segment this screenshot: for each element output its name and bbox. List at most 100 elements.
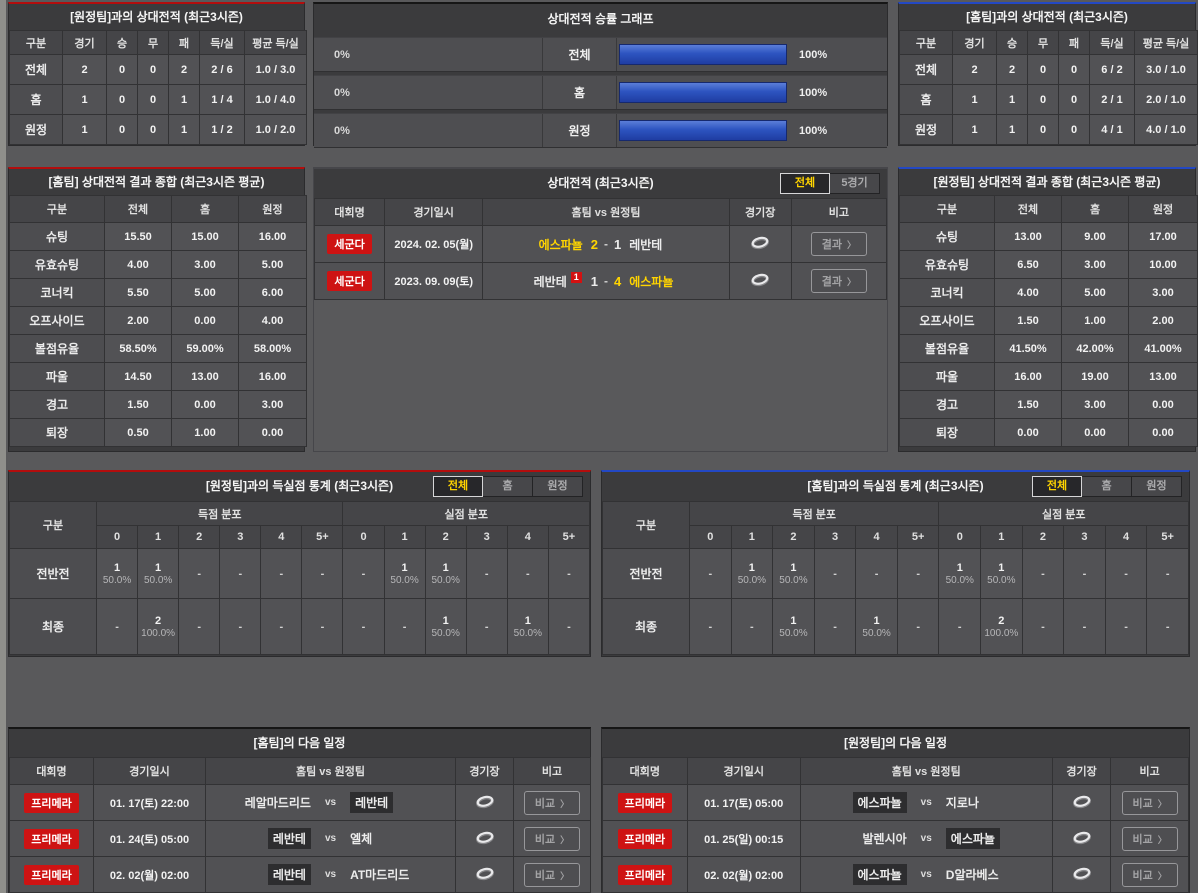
score-header: 3	[465, 525, 508, 549]
stadium-icon[interactable]	[750, 235, 770, 250]
tab-group: 전체 5경기	[780, 173, 880, 194]
vs-label: vs	[920, 869, 932, 880]
value-cell: 1.0 / 3.0	[244, 54, 307, 85]
action-cell: 비교 〉	[513, 856, 591, 893]
table-body: 프리메라 01. 17(토) 22:00 레알마드리드 vs 레반테 비교 〉 프리메라 01.…	[9, 784, 591, 893]
chevron-right-icon: 〉	[560, 834, 570, 845]
header-row: 구분 전체 홈 원정	[899, 195, 1198, 223]
home-team: 에스파뇰	[801, 864, 907, 885]
value-cell: 0.00	[994, 418, 1062, 447]
table-row: 전체 2 2 0 0 6 / 2 3.0 / 1.0	[899, 54, 1198, 85]
stadium-icon[interactable]	[750, 272, 770, 287]
group-header: 실점 분포	[938, 501, 1189, 526]
column-header: 전체	[994, 195, 1062, 223]
teams-cell: 레알마드리드 vs 레반테	[205, 784, 456, 821]
count-value: 1	[790, 614, 797, 627]
dist-cell: 1 50.0%	[730, 548, 774, 599]
count-value: 1	[748, 561, 755, 574]
tab-all[interactable]: 전체	[433, 476, 483, 497]
row-label: 최종	[9, 598, 97, 655]
tab-home[interactable]: 홈	[483, 476, 533, 497]
chevron-right-icon: 〉	[1157, 798, 1167, 809]
column-header: 경기장	[1051, 757, 1112, 785]
column-header: 전체	[104, 195, 172, 223]
panel-away-summary: [원정팀] 상대전적 결과 종합 (최근3시즌 평균) 구분 전체 홈 원정 슈팅 13.…	[898, 167, 1198, 452]
table-body: 전체 2 0 0 2 2 / 6 1.0 / 3.0 홈 1 0 0 1 1 / 4 1.0 / 4.0 원…	[9, 54, 307, 145]
panel-away-h2h: [원정팀]과의 상대전적 (최근3시즌) 구분 경기 승 무 패 득/실 평균 득/실 전체 2…	[8, 2, 307, 146]
result-button[interactable]: 결과 〉	[810, 269, 868, 293]
compare-button[interactable]: 비교 〉	[523, 790, 581, 815]
compare-button[interactable]: 비교 〉	[523, 862, 581, 887]
row-label: 원정	[899, 114, 953, 145]
stadium-icon[interactable]	[1072, 866, 1092, 881]
league-cell: 세군다	[313, 262, 386, 300]
table-row: 슈팅 13.00 9.00 17.00	[899, 222, 1198, 251]
stadium-icon[interactable]	[1072, 794, 1092, 809]
table-head: 대회명 경기일시 홈팀 vs 원정팀 경기장 비고	[602, 757, 1189, 785]
league-cell: 프리메라	[602, 784, 688, 821]
tab-5games[interactable]: 5경기	[830, 173, 880, 194]
dist-cell-empty: -	[178, 548, 221, 599]
value-cell: 3.00	[238, 390, 307, 419]
tab-home[interactable]: 홈	[1082, 476, 1132, 497]
tab-away[interactable]: 원정	[533, 476, 583, 497]
home-team-name: 레반테	[267, 864, 311, 885]
away-team: 레반테	[350, 792, 454, 813]
button-label: 비교	[1132, 869, 1153, 882]
table-row: 파울 14.50 13.00 16.00	[9, 362, 307, 391]
stadium-icon[interactable]	[475, 830, 495, 845]
button-label: 결과	[821, 276, 842, 288]
stats-row: 전반전 -1 50.0% 1 50.0% - - -1 50.0% 1 50.0% - - - -	[602, 548, 1189, 599]
action-cell: 비교 〉	[1110, 820, 1189, 857]
schedule-row: 프리메라 02. 02(월) 02:00 에스파뇰 vs D알라베스 비교 〉	[602, 856, 1189, 893]
table-row: 원정 1 0 0 1 1 / 2 1.0 / 2.0	[9, 114, 307, 145]
dist-cell-empty: -	[1021, 598, 1065, 655]
table-row: 오프사이드 2.00 0.00 4.00	[9, 306, 307, 335]
tab-all[interactable]: 전체	[780, 173, 830, 194]
row-label: 오프사이드	[9, 306, 105, 335]
stadium-icon[interactable]	[475, 866, 495, 881]
chevron-right-icon: 〉	[1157, 834, 1167, 845]
table-head: 구분 경기 승 무 패 득/실 평균 득/실	[899, 30, 1198, 55]
league-cell: 프리메라	[9, 784, 94, 821]
compare-button[interactable]: 비교 〉	[1121, 790, 1178, 815]
dist-cell-empty: -	[1104, 548, 1148, 599]
tab-away[interactable]: 원정	[1132, 476, 1182, 497]
value-cell: 4 / 1	[1089, 114, 1135, 145]
compare-button[interactable]: 비교 〉	[523, 826, 581, 851]
away-team-name: 레반테	[629, 237, 663, 252]
row-label: 전반전	[602, 548, 690, 599]
dist-cell-empty: -	[95, 598, 139, 655]
left-percent-label: 0%	[334, 86, 350, 99]
panel-title: [원정팀]과의 득실점 통계 (최근3시즌) 전체 홈 원정	[9, 472, 590, 501]
home-team: 에스파뇰	[484, 236, 583, 253]
row-label: 홈	[543, 76, 617, 109]
team-line: 에스파뇰 2-1 레반테	[484, 236, 728, 253]
tab-all[interactable]: 전체	[1032, 476, 1082, 497]
table-head: 구분 득점 분포 실점 분포 0 1 2 3 4 5+ 0 1 2 3 4 5+	[602, 501, 1189, 549]
red-card-badge: 1	[570, 271, 582, 283]
dist-cell-empty: -	[855, 548, 898, 599]
stadium-cell	[1051, 856, 1112, 893]
percent-value: 50.0%	[431, 574, 460, 586]
result-button[interactable]: 결과 〉	[810, 232, 868, 256]
panel-title-text: [원정팀]과의 득실점 통계 (최근3시즌)	[205, 479, 394, 493]
stadium-icon[interactable]	[1072, 830, 1092, 845]
match-date: 2024. 02. 05(월)	[384, 225, 484, 263]
home-team: 레반테 1	[484, 271, 583, 291]
compare-button[interactable]: 비교 〉	[1121, 862, 1178, 887]
value-cell: 6 / 2	[1089, 54, 1135, 85]
value-cell: 1	[996, 84, 1028, 115]
compare-button[interactable]: 비교 〉	[1121, 826, 1178, 851]
stats-row: 전반전 1 50.0% 1 50.0% - - - - -1 50.0% 1 50.0% - - -	[9, 548, 591, 599]
count-value: 1	[442, 614, 449, 627]
value-cell: 0	[137, 84, 169, 115]
stadium-icon[interactable]	[475, 794, 495, 809]
league-cell: 프리메라	[602, 820, 688, 857]
stadium-cell	[728, 225, 792, 263]
group-header: 득점 분포	[688, 501, 940, 526]
third-row: [원정팀]과의 득실점 통계 (최근3시즌) 전체 홈 원정 구분 득점 분포 실점 분…	[8, 470, 1190, 657]
score-box: 2-1	[591, 237, 621, 252]
value-cell: 14.50	[104, 362, 172, 391]
